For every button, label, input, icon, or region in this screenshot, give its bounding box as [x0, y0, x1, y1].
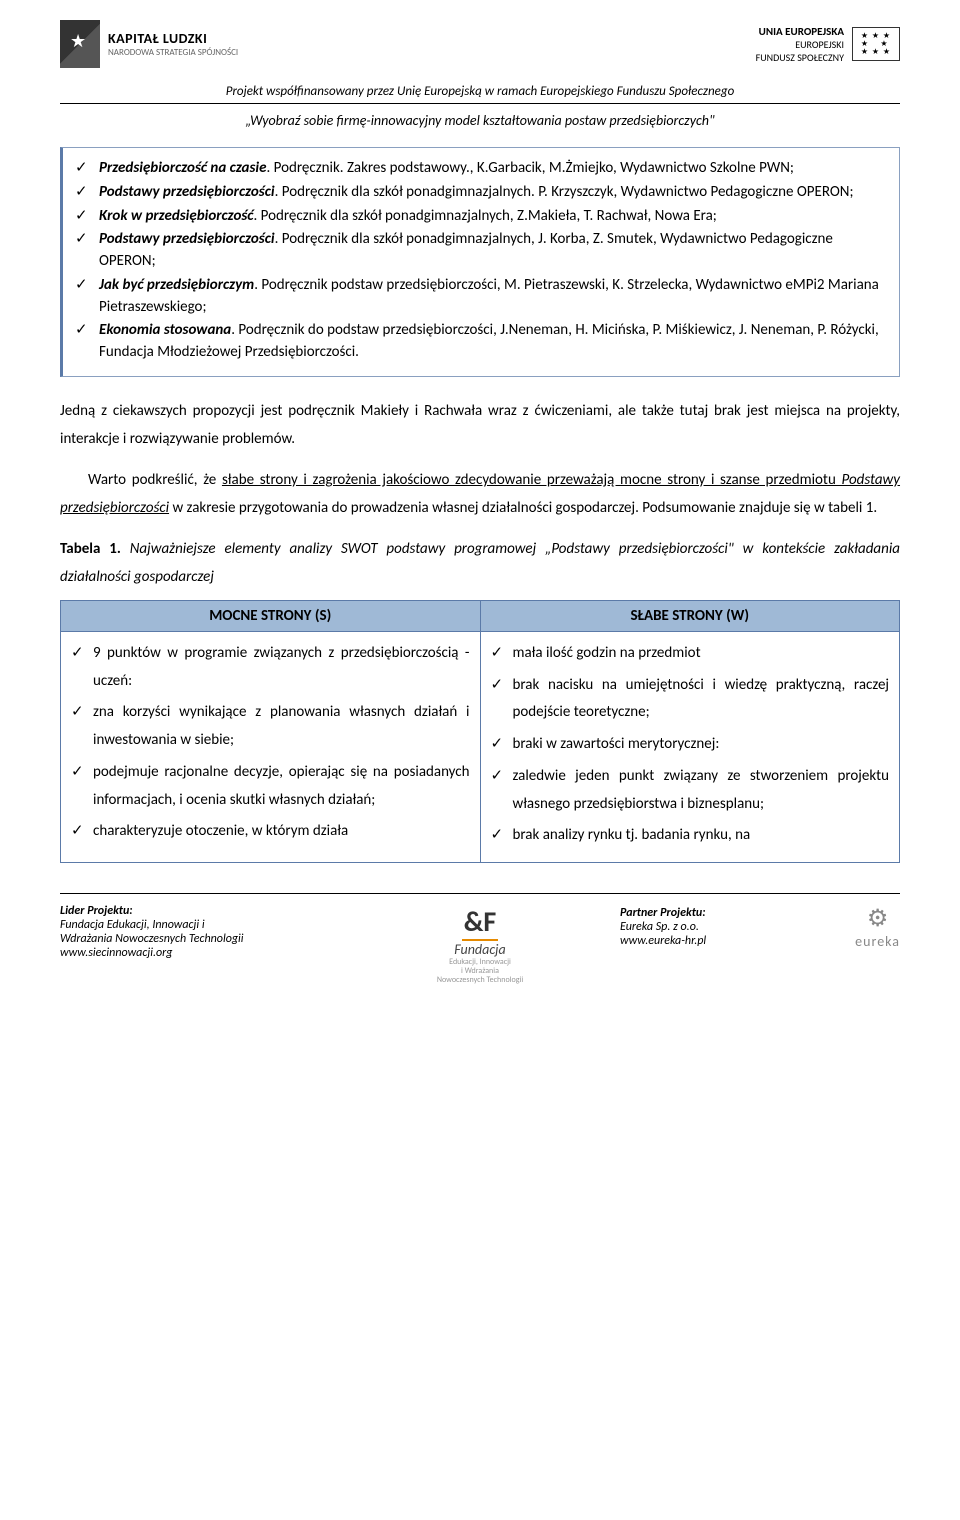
header-weaknesses: SŁABE STRONY (W): [480, 600, 900, 631]
checkmark-icon: ✓: [71, 759, 85, 787]
human-capital-icon: [60, 20, 100, 68]
checkmark-icon: ✓: [71, 699, 85, 727]
fundacja-title: Fundacja: [454, 941, 505, 958]
swot-text: podejmuje racjonalne decyzje, opierając …: [93, 759, 470, 815]
swot-text: braki w zawartości merytorycznej:: [513, 731, 890, 759]
footer-left: Lider Projektu: Fundacja Edukacji, Innow…: [60, 904, 340, 960]
textbook-text: Ekonomia stosowana. Podręcznik do podsta…: [99, 320, 887, 364]
checkmark-icon: ✓: [491, 763, 505, 791]
swot-item: ✓ podejmuje racjonalne decyzje, opierając…: [71, 759, 470, 815]
footer-left-line2: Wdrażania Nowoczesnych Technologii: [60, 932, 340, 946]
swot-item: ✓ zaledwie jeden punkt związany ze stworz…: [491, 763, 890, 819]
subtitle: „Wyobraź sobie firmę-innowacyjny model k…: [60, 112, 900, 129]
table-caption-rest: Najważniejsze elementy analizy SWOT pods…: [60, 540, 900, 587]
swot-text: zaledwie jeden punkt związany ze stworze…: [513, 763, 890, 819]
textbook-item: ✓ Przedsiębiorczość na czasie. Podręcznik…: [75, 158, 887, 180]
body-paragraph-2: Warto podkreślić, że słabe strony i zagr…: [60, 466, 900, 523]
textbook-text: Krok w przedsiębiorczość. Podręcznik dla…: [99, 206, 887, 228]
footer-right: Partner Projektu: Eureka Sp. z o.o. www.…: [620, 904, 900, 950]
p2-pre: Warto podkreślić, że: [88, 471, 222, 489]
swot-item: ✓ braki w zawartości merytorycznej:: [491, 731, 890, 759]
footer-partner-text: Partner Projektu: Eureka Sp. z o.o. www.…: [620, 906, 706, 948]
checkmark-icon: ✓: [75, 158, 89, 180]
footer-left-line1: Fundacja Edukacji, Innowacji i: [60, 918, 340, 932]
footer-left-line3: www.siecinnowacji.org: [60, 946, 340, 960]
weaknesses-list: ✓ mała ilość godzin na przedmiot ✓ brak nac…: [491, 640, 890, 850]
textbook-item: ✓ Krok w przedsiębiorczość. Podręcznik dl…: [75, 206, 887, 228]
checkmark-icon: ✓: [75, 320, 89, 342]
swot-item: ✓ mała ilość godzin na przedmiot: [491, 640, 890, 668]
logo-left-text: KAPITAŁ LUDZKI NARODOWA STRATEGIA SPÓJNO…: [108, 30, 238, 58]
eureka-logo: ⚙ eureka: [855, 904, 900, 950]
logo-left-line2: NARODOWA STRATEGIA SPÓJNOŚCI: [108, 47, 238, 58]
textbook-item: ✓ Ekonomia stosowana. Podręcznik do podst…: [75, 320, 887, 364]
fundacja-logo: &F Fundacja Edukacji, Innowacji i Wdraża…: [437, 904, 523, 984]
eureka-name: eureka: [855, 933, 900, 950]
logo-right-line3: FUNDUSZ SPOŁECZNY: [756, 51, 844, 64]
swot-item: ✓ brak nacisku na umiejętności i wiedzę p…: [491, 672, 890, 728]
header-logos: KAPITAŁ LUDZKI NARODOWA STRATEGIA SPÓJNO…: [60, 20, 900, 68]
textbook-text: Jak być przedsiębiorczym. Podręcznik pod…: [99, 275, 887, 319]
fundacja-amp-icon: &F: [462, 904, 499, 941]
checkmark-icon: ✓: [75, 182, 89, 204]
swot-item: ✓ 9 punktów w programie związanych z prze…: [71, 640, 470, 696]
checkmark-icon: ✓: [71, 640, 85, 668]
textbook-list: ✓ Przedsiębiorczość na czasie. Podręcznik…: [75, 158, 887, 364]
checkmark-icon: ✓: [491, 640, 505, 668]
textbook-item: ✓ Jak być przedsiębiorczym. Podręcznik po…: [75, 275, 887, 319]
gear-icon: ⚙: [867, 904, 889, 933]
cell-strengths: ✓ 9 punktów w programie związanych z prze…: [61, 631, 481, 862]
page: KAPITAŁ LUDZKI NARODOWA STRATEGIA SPÓJNO…: [0, 0, 960, 1004]
textbook-item: ✓ Podstawy przedsiębiorczości. Podręcznik…: [75, 182, 887, 204]
logo-right-text: UNIA EUROPEJSKA EUROPEJSKI FUNDUSZ SPOŁE…: [756, 25, 844, 64]
table-caption-pre: Tabela 1.: [60, 540, 130, 558]
textbook-item: ✓ Podstawy przedsiębiorczości. Podręcznik…: [75, 229, 887, 273]
textbook-text: Podstawy przedsiębiorczości. Podręcznik …: [99, 229, 887, 273]
table-caption: Tabela 1. Najważniejsze elementy analizy…: [60, 535, 900, 592]
p2-post: w zakresie przygotowania do prowadzenia …: [169, 499, 877, 517]
footer: Lider Projektu: Fundacja Edukacji, Innow…: [60, 893, 900, 984]
swot-item: ✓ zna korzyści wynikające z planowania wł…: [71, 699, 470, 755]
checkmark-icon: ✓: [71, 818, 85, 846]
checkmark-icon: ✓: [75, 229, 89, 251]
footer-left-title: Lider Projektu:: [60, 904, 340, 918]
swot-text: brak nacisku na umiejętności i wiedzę pr…: [513, 672, 890, 728]
checkmark-icon: ✓: [491, 731, 505, 759]
footer-center: &F Fundacja Edukacji, Innowacji i Wdraża…: [340, 904, 620, 984]
project-line: Projekt współfinansowany przez Unię Euro…: [60, 84, 900, 99]
logo-right-line1: UNIA EUROPEJSKA: [756, 25, 844, 38]
swot-text: charakteryzuje otoczenie, w którym dział…: [93, 818, 470, 846]
eu-flag-icon: ★ ★ ★★ ★★ ★ ★: [852, 27, 900, 61]
swot-item: ✓ brak analizy rynku tj. badania rynku, n…: [491, 822, 890, 850]
footer-right-line1: Eureka Sp. z o.o.: [620, 920, 706, 934]
checkmark-icon: ✓: [491, 822, 505, 850]
checkmark-icon: ✓: [75, 275, 89, 297]
textbook-text: Podstawy przedsiębiorczości. Podręcznik …: [99, 182, 887, 204]
logo-right: UNIA EUROPEJSKA EUROPEJSKI FUNDUSZ SPOŁE…: [756, 25, 900, 64]
strengths-list: ✓ 9 punktów w programie związanych z prze…: [71, 640, 470, 846]
swot-text: 9 punktów w programie związanych z przed…: [93, 640, 470, 696]
body-paragraph-1: Jedną z ciekawszych propozycji jest podr…: [60, 397, 900, 454]
checkmark-icon: ✓: [75, 206, 89, 228]
swot-text: mała ilość godzin na przedmiot: [513, 640, 890, 668]
header-strengths: MOCNE STRONY (S): [61, 600, 481, 631]
swot-text: zna korzyści wynikające z planowania wła…: [93, 699, 470, 755]
logo-left: KAPITAŁ LUDZKI NARODOWA STRATEGIA SPÓJNO…: [60, 20, 238, 68]
footer-right-title: Partner Projektu:: [620, 906, 706, 920]
footer-right-line2: www.eureka-hr.pl: [620, 934, 706, 948]
swot-item: ✓ charakteryzuje otoczenie, w którym dzia…: [71, 818, 470, 846]
fundacja-sub3: Nowoczesnych Technologii: [437, 976, 523, 985]
swot-table: MOCNE STRONY (S) SŁABE STRONY (W) ✓ 9 pun…: [60, 600, 900, 863]
textbook-list-box: ✓ Przedsiębiorczość na czasie. Podręcznik…: [60, 147, 900, 377]
cell-weaknesses: ✓ mała ilość godzin na przedmiot ✓ brak nac…: [480, 631, 900, 862]
logo-left-line1: KAPITAŁ LUDZKI: [108, 30, 238, 47]
textbook-text: Przedsiębiorczość na czasie. Podręcznik.…: [99, 158, 887, 180]
logo-right-line2: EUROPEJSKI: [756, 38, 844, 51]
swot-text: brak analizy rynku tj. badania rynku, na: [513, 822, 890, 850]
checkmark-icon: ✓: [491, 672, 505, 700]
header-separator: [60, 103, 900, 104]
